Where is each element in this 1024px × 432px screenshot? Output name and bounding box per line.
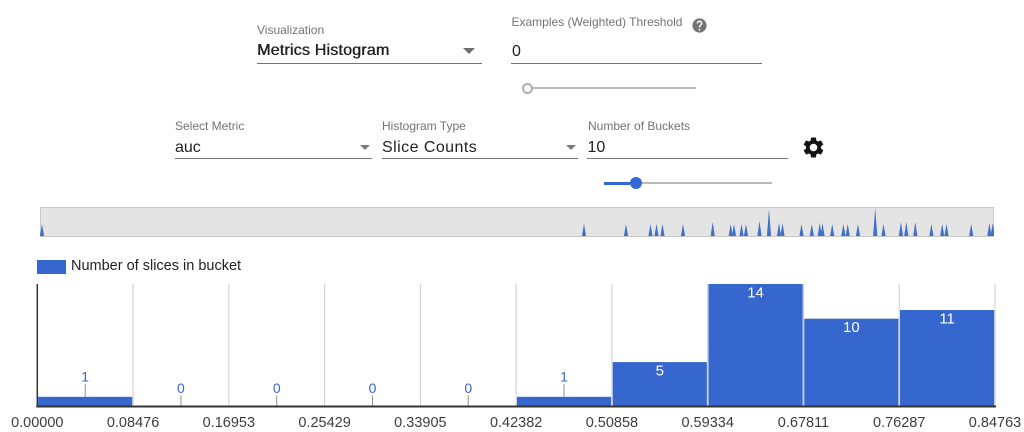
svg-text:0: 0: [177, 380, 185, 396]
svg-text:0: 0: [464, 380, 472, 396]
svg-text:1: 1: [81, 368, 89, 384]
svg-text:0.08476: 0.08476: [107, 415, 159, 431]
svg-text:0.16953: 0.16953: [203, 415, 255, 431]
svg-text:11: 11: [939, 311, 955, 328]
svg-text:5: 5: [656, 363, 664, 380]
svg-text:0.42382: 0.42382: [490, 415, 542, 431]
svg-text:0: 0: [369, 380, 377, 396]
svg-text:0.84763: 0.84763: [969, 415, 1021, 431]
svg-text:0.76287: 0.76287: [873, 415, 925, 431]
svg-text:0.50858: 0.50858: [586, 415, 638, 431]
svg-text:10: 10: [843, 319, 860, 336]
svg-text:0.25429: 0.25429: [298, 415, 350, 431]
svg-text:0.00000: 0.00000: [11, 415, 63, 431]
svg-text:0.33905: 0.33905: [394, 415, 446, 431]
svg-text:0.67811: 0.67811: [778, 415, 829, 431]
svg-text:0: 0: [273, 380, 281, 396]
svg-text:1: 1: [560, 368, 568, 384]
svg-text:0.59334: 0.59334: [681, 415, 733, 431]
svg-text:14: 14: [747, 284, 764, 301]
